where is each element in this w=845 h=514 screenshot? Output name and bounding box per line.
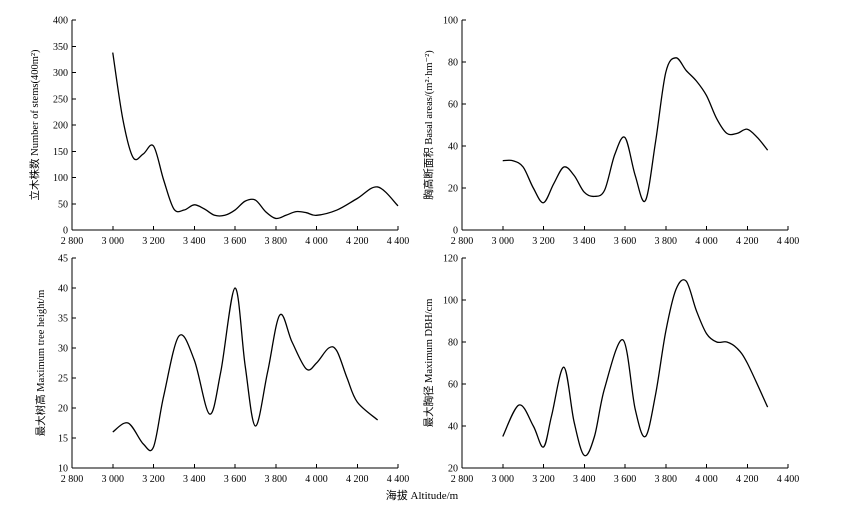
x-tick-label: 3 600 bbox=[224, 474, 247, 485]
x-tick-label: 2 800 bbox=[451, 236, 474, 247]
x-axis-label: 海拔 Altitude/m bbox=[386, 488, 459, 502]
x-tick-label: 4 200 bbox=[736, 474, 759, 485]
x-tick-label: 3 400 bbox=[183, 474, 206, 485]
y-tick-label: 120 bbox=[443, 254, 458, 265]
x-tick-label: 4 200 bbox=[346, 474, 369, 485]
x-tick-label: 3 200 bbox=[532, 474, 555, 485]
y-tick-label: 250 bbox=[53, 94, 68, 105]
y-tick-label: 60 bbox=[448, 380, 458, 391]
y-tick-label: 50 bbox=[58, 199, 68, 210]
y-tick-label: 80 bbox=[448, 58, 458, 69]
x-tick-label: 4 000 bbox=[305, 474, 328, 485]
y-tick-label: 300 bbox=[53, 68, 68, 79]
y-tick-label: 100 bbox=[443, 16, 458, 27]
series-line bbox=[112, 287, 379, 452]
series-line bbox=[112, 52, 399, 220]
x-tick-label: 3 200 bbox=[142, 474, 165, 485]
y-tick-label: 400 bbox=[53, 16, 68, 27]
x-tick-label: 4 200 bbox=[346, 236, 369, 247]
y-tick-label: 350 bbox=[53, 42, 68, 53]
x-tick-label: 3 000 bbox=[492, 474, 515, 485]
chart-panel-4: 20 40 60 80 100 120 2 800 3 000 3 200 3 400 3 600 3… bbox=[422, 254, 799, 486]
x-tick-label: 4 200 bbox=[736, 236, 759, 247]
y-tick-label: 40 bbox=[448, 142, 458, 153]
x-tick-label: 4 400 bbox=[777, 474, 800, 485]
y-tick-label: 35 bbox=[58, 314, 68, 325]
x-tick-label: 3 200 bbox=[532, 236, 555, 247]
x-tick-label: 3 400 bbox=[573, 236, 596, 247]
chart-panel-2: 0 20 40 60 80 100 2 800 3 000 3 200 3 400 3 600 3 8… bbox=[422, 16, 799, 248]
x-tick-label: 4 000 bbox=[695, 474, 718, 485]
x-tick-label: 4 000 bbox=[305, 236, 328, 247]
x-tick-label: 4 400 bbox=[387, 236, 410, 247]
y-axis-label: 最大胸径 Maximum DBH/cm bbox=[422, 299, 435, 428]
y-axis-label: 最大树高 Maximum tree height/m bbox=[34, 290, 47, 437]
x-tick-label: 3 800 bbox=[265, 474, 288, 485]
x-tick-label: 3 000 bbox=[102, 474, 125, 485]
x-tick-label: 2 800 bbox=[61, 474, 84, 485]
y-tick-label: 100 bbox=[443, 296, 458, 307]
y-axis-label: 胸高断面积 Basal areas/(m²·hm⁻²) bbox=[422, 50, 435, 200]
y-tick-label: 0 bbox=[63, 226, 68, 237]
y-tick-label: 15 bbox=[58, 434, 68, 445]
y-tick-label: 10 bbox=[58, 464, 68, 475]
chart-panel-1: 0 50 100 150 200 250 300 350 400 2 800 3 000 3 200 3… bbox=[28, 16, 409, 248]
x-tick-label: 3 200 bbox=[142, 236, 165, 247]
x-tick-label: 4 000 bbox=[695, 236, 718, 247]
y-tick-label: 25 bbox=[58, 374, 68, 385]
y-axis-label: 立木株数 Number of stems(400m²) bbox=[28, 49, 41, 201]
y-tick-label: 20 bbox=[58, 404, 68, 415]
x-tick-label: 2 800 bbox=[451, 474, 474, 485]
x-tick-label: 4 400 bbox=[387, 474, 410, 485]
y-tick-label: 20 bbox=[448, 184, 458, 195]
x-tick-label: 3 800 bbox=[265, 236, 288, 247]
y-tick-label: 40 bbox=[448, 422, 458, 433]
x-tick-label: 3 600 bbox=[224, 236, 247, 247]
y-tick-label: 40 bbox=[58, 284, 68, 295]
x-tick-label: 3 600 bbox=[614, 474, 637, 485]
y-tick-label: 30 bbox=[58, 344, 68, 355]
series-line bbox=[502, 57, 769, 204]
x-tick-label: 3 600 bbox=[614, 236, 637, 247]
x-tick-label: 3 800 bbox=[655, 236, 678, 247]
y-tick-label: 60 bbox=[448, 100, 458, 111]
y-tick-label: 150 bbox=[53, 147, 68, 158]
y-tick-label: 0 bbox=[453, 226, 458, 237]
y-tick-label: 200 bbox=[53, 121, 68, 132]
x-tick-label: 2 800 bbox=[61, 236, 84, 247]
y-tick-label: 100 bbox=[53, 173, 68, 184]
x-tick-label: 3 400 bbox=[573, 474, 596, 485]
x-tick-label: 3 000 bbox=[102, 236, 125, 247]
chart-panel-3: 10 15 20 25 30 35 40 45 2 800 3 000 3 200 3 400 3 60… bbox=[34, 254, 409, 486]
x-tick-label: 3 400 bbox=[183, 236, 206, 247]
x-tick-label: 3 000 bbox=[492, 236, 515, 247]
y-tick-label: 80 bbox=[448, 338, 458, 349]
x-tick-label: 4 400 bbox=[777, 236, 800, 247]
y-tick-label: 45 bbox=[58, 254, 68, 265]
y-tick-label: 20 bbox=[448, 464, 458, 475]
series-line bbox=[502, 279, 769, 457]
x-tick-label: 3 800 bbox=[655, 474, 678, 485]
